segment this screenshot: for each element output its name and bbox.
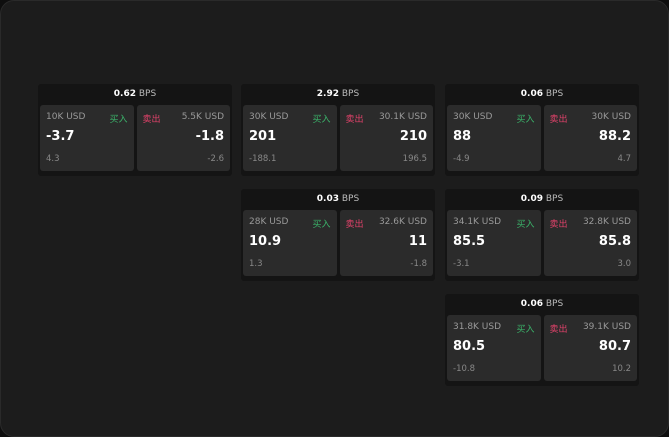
- sell-price: 11: [408, 234, 427, 249]
- spread-unit: BPS: [138, 89, 157, 99]
- sell-delta: 3.0: [617, 259, 631, 269]
- buy-price: 85.5: [453, 234, 486, 249]
- sell-panel[interactable]: 卖出 30.1K USD 210 196.5: [339, 105, 433, 171]
- sell-panel[interactable]: 卖出 32.8K USD 85.8 3.0: [543, 210, 637, 276]
- sell-quantity: 30K USD: [591, 112, 631, 122]
- buy-delta: -3.1: [453, 259, 470, 269]
- quote-card: 0.06 BPS 30K USD 买入 88 -4.9 卖出 30K USD 8…: [445, 84, 639, 176]
- buy-label: 买入: [109, 115, 128, 125]
- sell-label: 卖出: [345, 220, 364, 230]
- buy-delta: 1.3: [249, 259, 263, 269]
- sell-label: 卖出: [142, 115, 161, 125]
- sell-label: 卖出: [549, 115, 568, 125]
- sell-label: 卖出: [549, 325, 568, 335]
- buy-panel[interactable]: 30K USD 买入 201 -188.1: [243, 105, 337, 171]
- buy-price: 88: [453, 129, 472, 144]
- sell-panel[interactable]: 卖出 30K USD 88.2 4.7: [543, 105, 637, 171]
- quote-card: 0.09 BPS 34.1K USD 买入 85.5 -3.1 卖出 32.8K…: [445, 189, 639, 281]
- spread-header: 2.92 BPS: [241, 84, 435, 105]
- buy-delta: 4.3: [46, 154, 60, 164]
- buy-panel[interactable]: 30K USD 买入 88 -4.9: [447, 105, 541, 171]
- sell-price: 210: [399, 129, 427, 144]
- spread-value: 0.09: [520, 194, 543, 204]
- spread-unit: BPS: [341, 194, 360, 204]
- buy-panel[interactable]: 34.1K USD 买入 85.5 -3.1: [447, 210, 541, 276]
- buy-price: -3.7: [46, 129, 75, 144]
- spread-header: 0.06 BPS: [445, 294, 639, 315]
- spread-header: 0.62 BPS: [38, 84, 232, 105]
- spread-unit: BPS: [341, 89, 360, 99]
- sell-panel[interactable]: 卖出 5.5K USD -1.8 -2.6: [136, 105, 230, 171]
- buy-quantity: 30K USD: [249, 112, 289, 122]
- buy-quantity: 30K USD: [453, 112, 493, 122]
- sell-panel[interactable]: 卖出 39.1K USD 80.7 10.2: [543, 315, 637, 381]
- buy-panel[interactable]: 28K USD 买入 10.9 1.3: [243, 210, 337, 276]
- buy-panel[interactable]: 31.8K USD 买入 80.5 -10.8: [447, 315, 541, 381]
- quote-card: 2.92 BPS 30K USD 买入 201 -188.1 卖出 30.1K …: [241, 84, 435, 176]
- sell-delta: 4.7: [617, 154, 631, 164]
- sell-panel[interactable]: 卖出 32.6K USD 11 -1.8: [339, 210, 433, 276]
- quote-card: 0.62 BPS 10K USD 买入 -3.7 4.3 卖出 5.5K USD…: [38, 84, 232, 176]
- sell-price: 85.8: [598, 234, 631, 249]
- sell-price: 88.2: [598, 129, 631, 144]
- sell-delta: 196.5: [402, 154, 427, 164]
- buy-label: 买入: [516, 220, 535, 230]
- sell-quantity: 30.1K USD: [378, 112, 427, 122]
- spread-header: 0.06 BPS: [445, 84, 639, 105]
- buy-quantity: 34.1K USD: [453, 217, 502, 227]
- buy-delta: -4.9: [453, 154, 470, 164]
- buy-label: 买入: [516, 325, 535, 335]
- spread-value: 2.92: [316, 89, 339, 99]
- spread-value: 0.06: [520, 299, 543, 309]
- sell-price: 80.7: [598, 339, 631, 354]
- buy-price: 10.9: [249, 234, 282, 249]
- sell-delta: 10.2: [612, 364, 631, 374]
- buy-delta: -10.8: [453, 364, 475, 374]
- buy-label: 买入: [312, 115, 331, 125]
- spread-unit: BPS: [545, 89, 564, 99]
- spread-header: 0.03 BPS: [241, 189, 435, 210]
- sell-quantity: 39.1K USD: [582, 322, 631, 332]
- buy-quantity: 28K USD: [249, 217, 289, 227]
- sell-delta: -1.8: [410, 259, 427, 269]
- buy-quantity: 31.8K USD: [453, 322, 502, 332]
- sell-price: -1.8: [195, 129, 224, 144]
- spread-unit: BPS: [545, 299, 564, 309]
- sell-quantity: 5.5K USD: [181, 112, 224, 122]
- quote-card: 0.06 BPS 31.8K USD 买入 80.5 -10.8 卖出 39.1…: [445, 294, 639, 386]
- sell-quantity: 32.6K USD: [378, 217, 427, 227]
- sell-label: 卖出: [345, 115, 364, 125]
- sell-quantity: 32.8K USD: [582, 217, 631, 227]
- buy-panel[interactable]: 10K USD 买入 -3.7 4.3: [40, 105, 134, 171]
- sell-delta: -2.6: [207, 154, 224, 164]
- spread-value: 0.62: [113, 89, 136, 99]
- buy-delta: -188.1: [249, 154, 277, 164]
- spread-value: 0.06: [520, 89, 543, 99]
- spread-header: 0.09 BPS: [445, 189, 639, 210]
- spread-unit: BPS: [545, 194, 564, 204]
- buy-price: 201: [249, 129, 277, 144]
- buy-quantity: 10K USD: [46, 112, 86, 122]
- spread-value: 0.03: [316, 194, 339, 204]
- quote-card: 0.03 BPS 28K USD 买入 10.9 1.3 卖出 32.6K US…: [241, 189, 435, 281]
- buy-price: 80.5: [453, 339, 486, 354]
- buy-label: 买入: [516, 115, 535, 125]
- buy-label: 买入: [312, 220, 331, 230]
- sell-label: 卖出: [549, 220, 568, 230]
